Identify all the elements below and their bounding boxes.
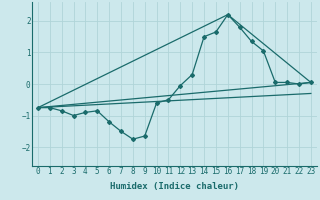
- X-axis label: Humidex (Indice chaleur): Humidex (Indice chaleur): [110, 182, 239, 191]
